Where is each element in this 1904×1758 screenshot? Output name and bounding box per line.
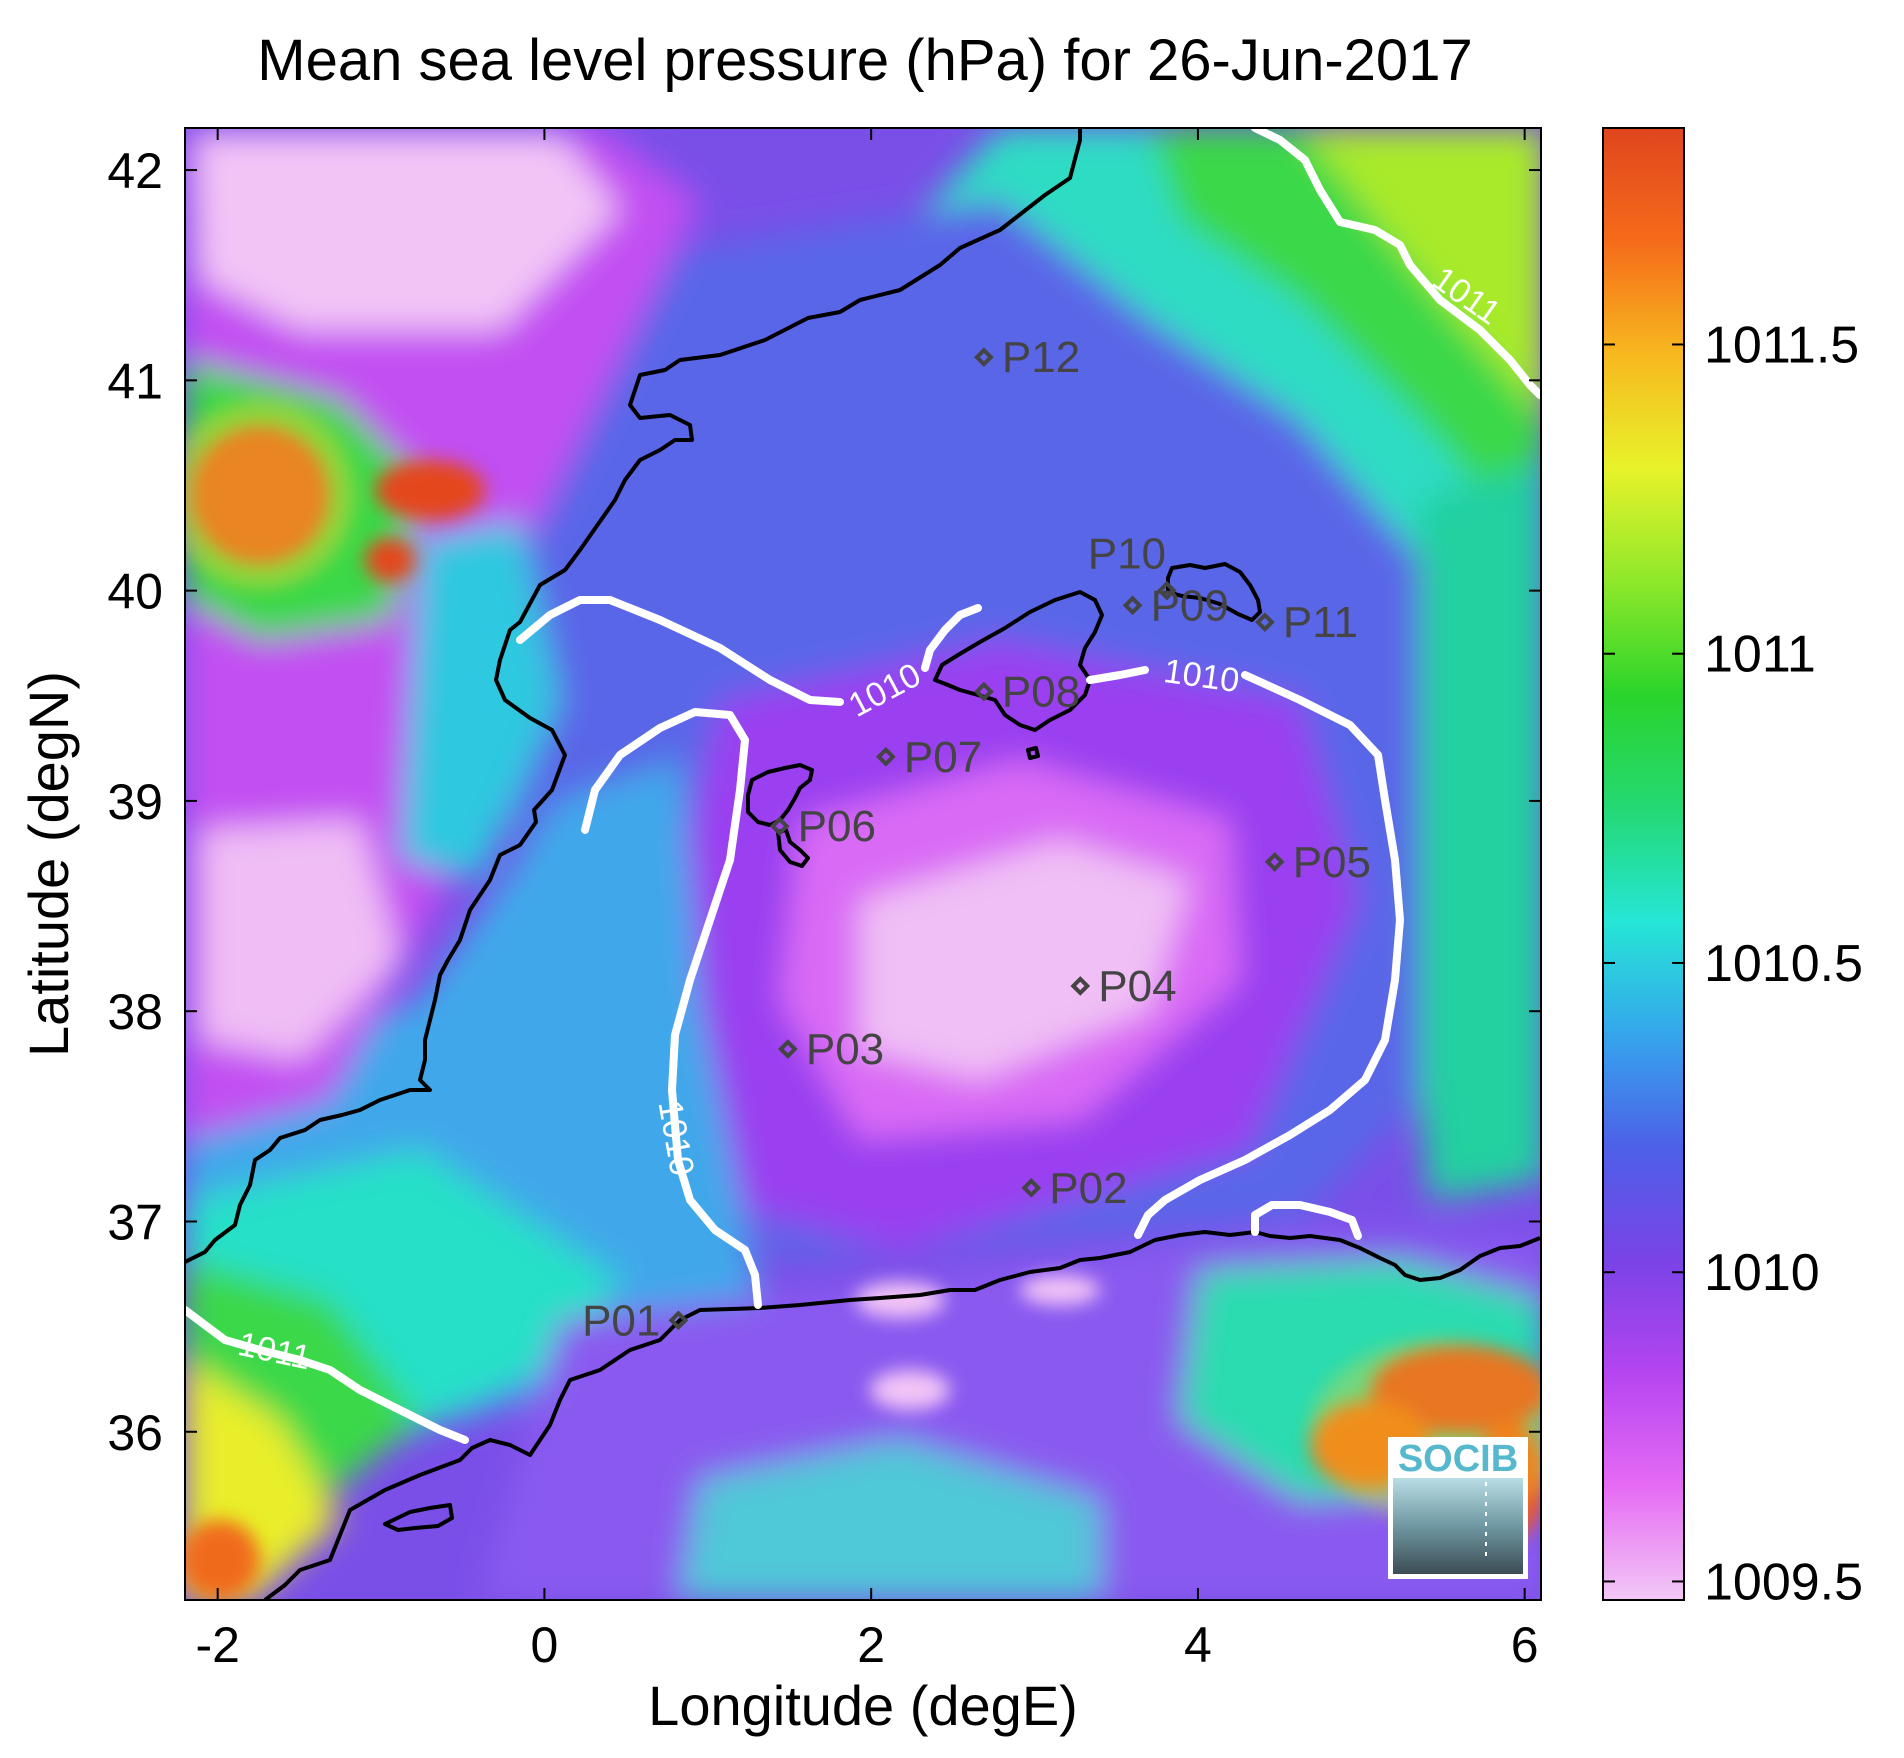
y-axis-label: Latitude (degN) (17, 671, 80, 1057)
station-label: P05 (1293, 838, 1371, 887)
station-label: P06 (798, 802, 876, 851)
pressure-field: 1010 1010 1010 1011 1011 P01P02P03P04P05… (185, 128, 1541, 1600)
x-tick-label: 6 (1511, 1617, 1539, 1673)
station-marker (769, 816, 790, 836)
colorbar-tick-label: 1010 (1704, 1244, 1820, 1302)
socib-logo-text: SOCIB (1398, 1438, 1518, 1480)
island-ibiza (746, 763, 814, 827)
island-alboran (383, 1503, 454, 1532)
colorbar-tick-label: 1010.5 (1704, 935, 1863, 993)
y-axis: 36 37 38 39 40 41 42 (107, 143, 1541, 1461)
station-marker (974, 681, 994, 702)
station-p04: P04 (1070, 962, 1177, 1011)
field-pink-coast-2 (1020, 1275, 1100, 1305)
station-label: P07 (904, 733, 982, 782)
station-label: P08 (1002, 668, 1080, 717)
island-menorca (1166, 562, 1262, 622)
field-iberia-pink-sw (200, 820, 400, 1060)
y-tick-label: 39 (107, 774, 163, 830)
coastline-iberia (185, 128, 1082, 1264)
station-p12: P12 (974, 333, 1080, 382)
field-iberia-warm (185, 400, 355, 590)
x-tick-label: -2 (195, 1617, 239, 1673)
y-tick-label: 37 (107, 1194, 163, 1250)
field-africa-green (680, 1440, 1100, 1600)
field-iberia-hot-2 (375, 460, 485, 520)
station-marker (974, 347, 994, 368)
colorbar-tick-label: 1011.5 (1704, 316, 1859, 374)
contour-1011-ne (1251, 128, 1541, 399)
station-marker (876, 746, 896, 767)
station-marker (1021, 1178, 1042, 1198)
island-formentera (776, 828, 810, 868)
station-p08: P08 (974, 668, 1080, 717)
station-marker (1255, 612, 1275, 632)
station-label: P04 (1098, 962, 1176, 1011)
contour-1010-inner-c (1134, 671, 1404, 1239)
x-tick-label: 0 (531, 1617, 559, 1673)
y-tick-label: 41 (107, 353, 163, 409)
field-sw-orange (185, 1520, 260, 1600)
y-tick-label: 42 (107, 143, 163, 199)
station-p03: P03 (778, 1025, 884, 1074)
station-label: P02 (1049, 1164, 1127, 1213)
station-p11: P11 (1255, 598, 1358, 647)
contour-1010-outer (516, 596, 844, 706)
station-p05: P05 (1264, 838, 1371, 887)
station-p07: P07 (876, 733, 982, 782)
station-marker (1157, 580, 1177, 601)
station-label: P03 (806, 1025, 884, 1074)
contour-1010-small (1251, 1201, 1362, 1240)
station-p02: P02 (1021, 1164, 1128, 1213)
field-pink-coast-3 (870, 1370, 950, 1410)
station-p01: P01 (582, 1296, 689, 1345)
station-label: P11 (1283, 598, 1358, 647)
station-p06: P06 (769, 802, 876, 851)
island-cabrera (1026, 746, 1040, 760)
y-tick-label: 36 (107, 1405, 163, 1461)
x-tick-label: 2 (857, 1617, 885, 1673)
coastline-north-africa (263, 1230, 1541, 1600)
map-frame (184, 127, 1542, 1601)
x-axis-label: Longitude (degE) (648, 1674, 1078, 1737)
field-low-core (860, 840, 1190, 1080)
colorbar-tick-label: 1011 (1704, 626, 1816, 684)
x-axis: -2 0 2 4 6 (195, 128, 1539, 1673)
field-iberia-pink-north (195, 135, 620, 330)
socib-logo: SOCIB (1388, 1437, 1528, 1579)
field-iberia-cyan (400, 520, 560, 880)
colorbar: 1009.5 1010 1010.5 1011 1011.5 (1602, 127, 1863, 1611)
station-marker (778, 1039, 798, 1059)
contour-1010-inner (581, 708, 762, 1309)
colorbar-gradient (1602, 127, 1685, 1601)
station-marker (1070, 976, 1091, 996)
field-pink-coast-1 (855, 1282, 945, 1318)
island-mallorca (933, 590, 1104, 732)
contour-1010-outer-b (921, 604, 982, 672)
station-label: P12 (1002, 333, 1080, 382)
contour-1011-sw (185, 1306, 469, 1444)
station-p10: P10 (1088, 530, 1177, 601)
station-marker (668, 1310, 689, 1331)
field-east-green (1400, 461, 1541, 1200)
colorbar-ticks: 1009.5 1010 1010.5 1011 1011.5 (1603, 316, 1863, 1611)
y-tick-label: 40 (107, 564, 163, 620)
station-label: P01 (582, 1296, 660, 1345)
station-marker (1264, 852, 1285, 872)
station-marker (1122, 595, 1143, 616)
y-tick-label: 38 (107, 984, 163, 1040)
colorbar-tick-label: 1009.5 (1704, 1553, 1863, 1611)
x-tick-label: 4 (1184, 1617, 1212, 1673)
chart-title: Mean sea level pressure (hPa) for 26-Jun… (257, 28, 1472, 93)
contour-1010-inner-b (1086, 666, 1149, 684)
field-iberia-hot-3 (365, 538, 415, 582)
station-label: P10 (1088, 530, 1166, 579)
